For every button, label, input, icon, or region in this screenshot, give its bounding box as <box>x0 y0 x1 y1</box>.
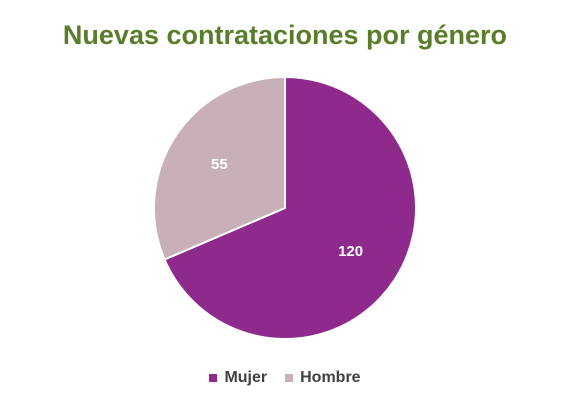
chart-title: Nuevas contrataciones por género <box>62 20 508 50</box>
pie-data-labels: 120 55 <box>211 156 363 260</box>
legend-item-mujer: Mujer <box>209 369 267 387</box>
legend-swatch-hombre <box>285 374 294 382</box>
pie-slice-hombre <box>153 76 286 261</box>
data-label-hombre: 55 <box>211 156 228 173</box>
legend-swatch-mujer <box>209 374 218 382</box>
legend: Mujer Hombre <box>0 369 570 387</box>
pie-slice-mujer <box>163 76 417 340</box>
legend-item-hombre: Hombre <box>285 369 361 387</box>
legend-label-hombre: Hombre <box>300 369 361 386</box>
legend-label-mujer: Mujer <box>224 369 268 386</box>
data-label-mujer: 120 <box>338 243 363 260</box>
pie-slices <box>153 76 417 340</box>
